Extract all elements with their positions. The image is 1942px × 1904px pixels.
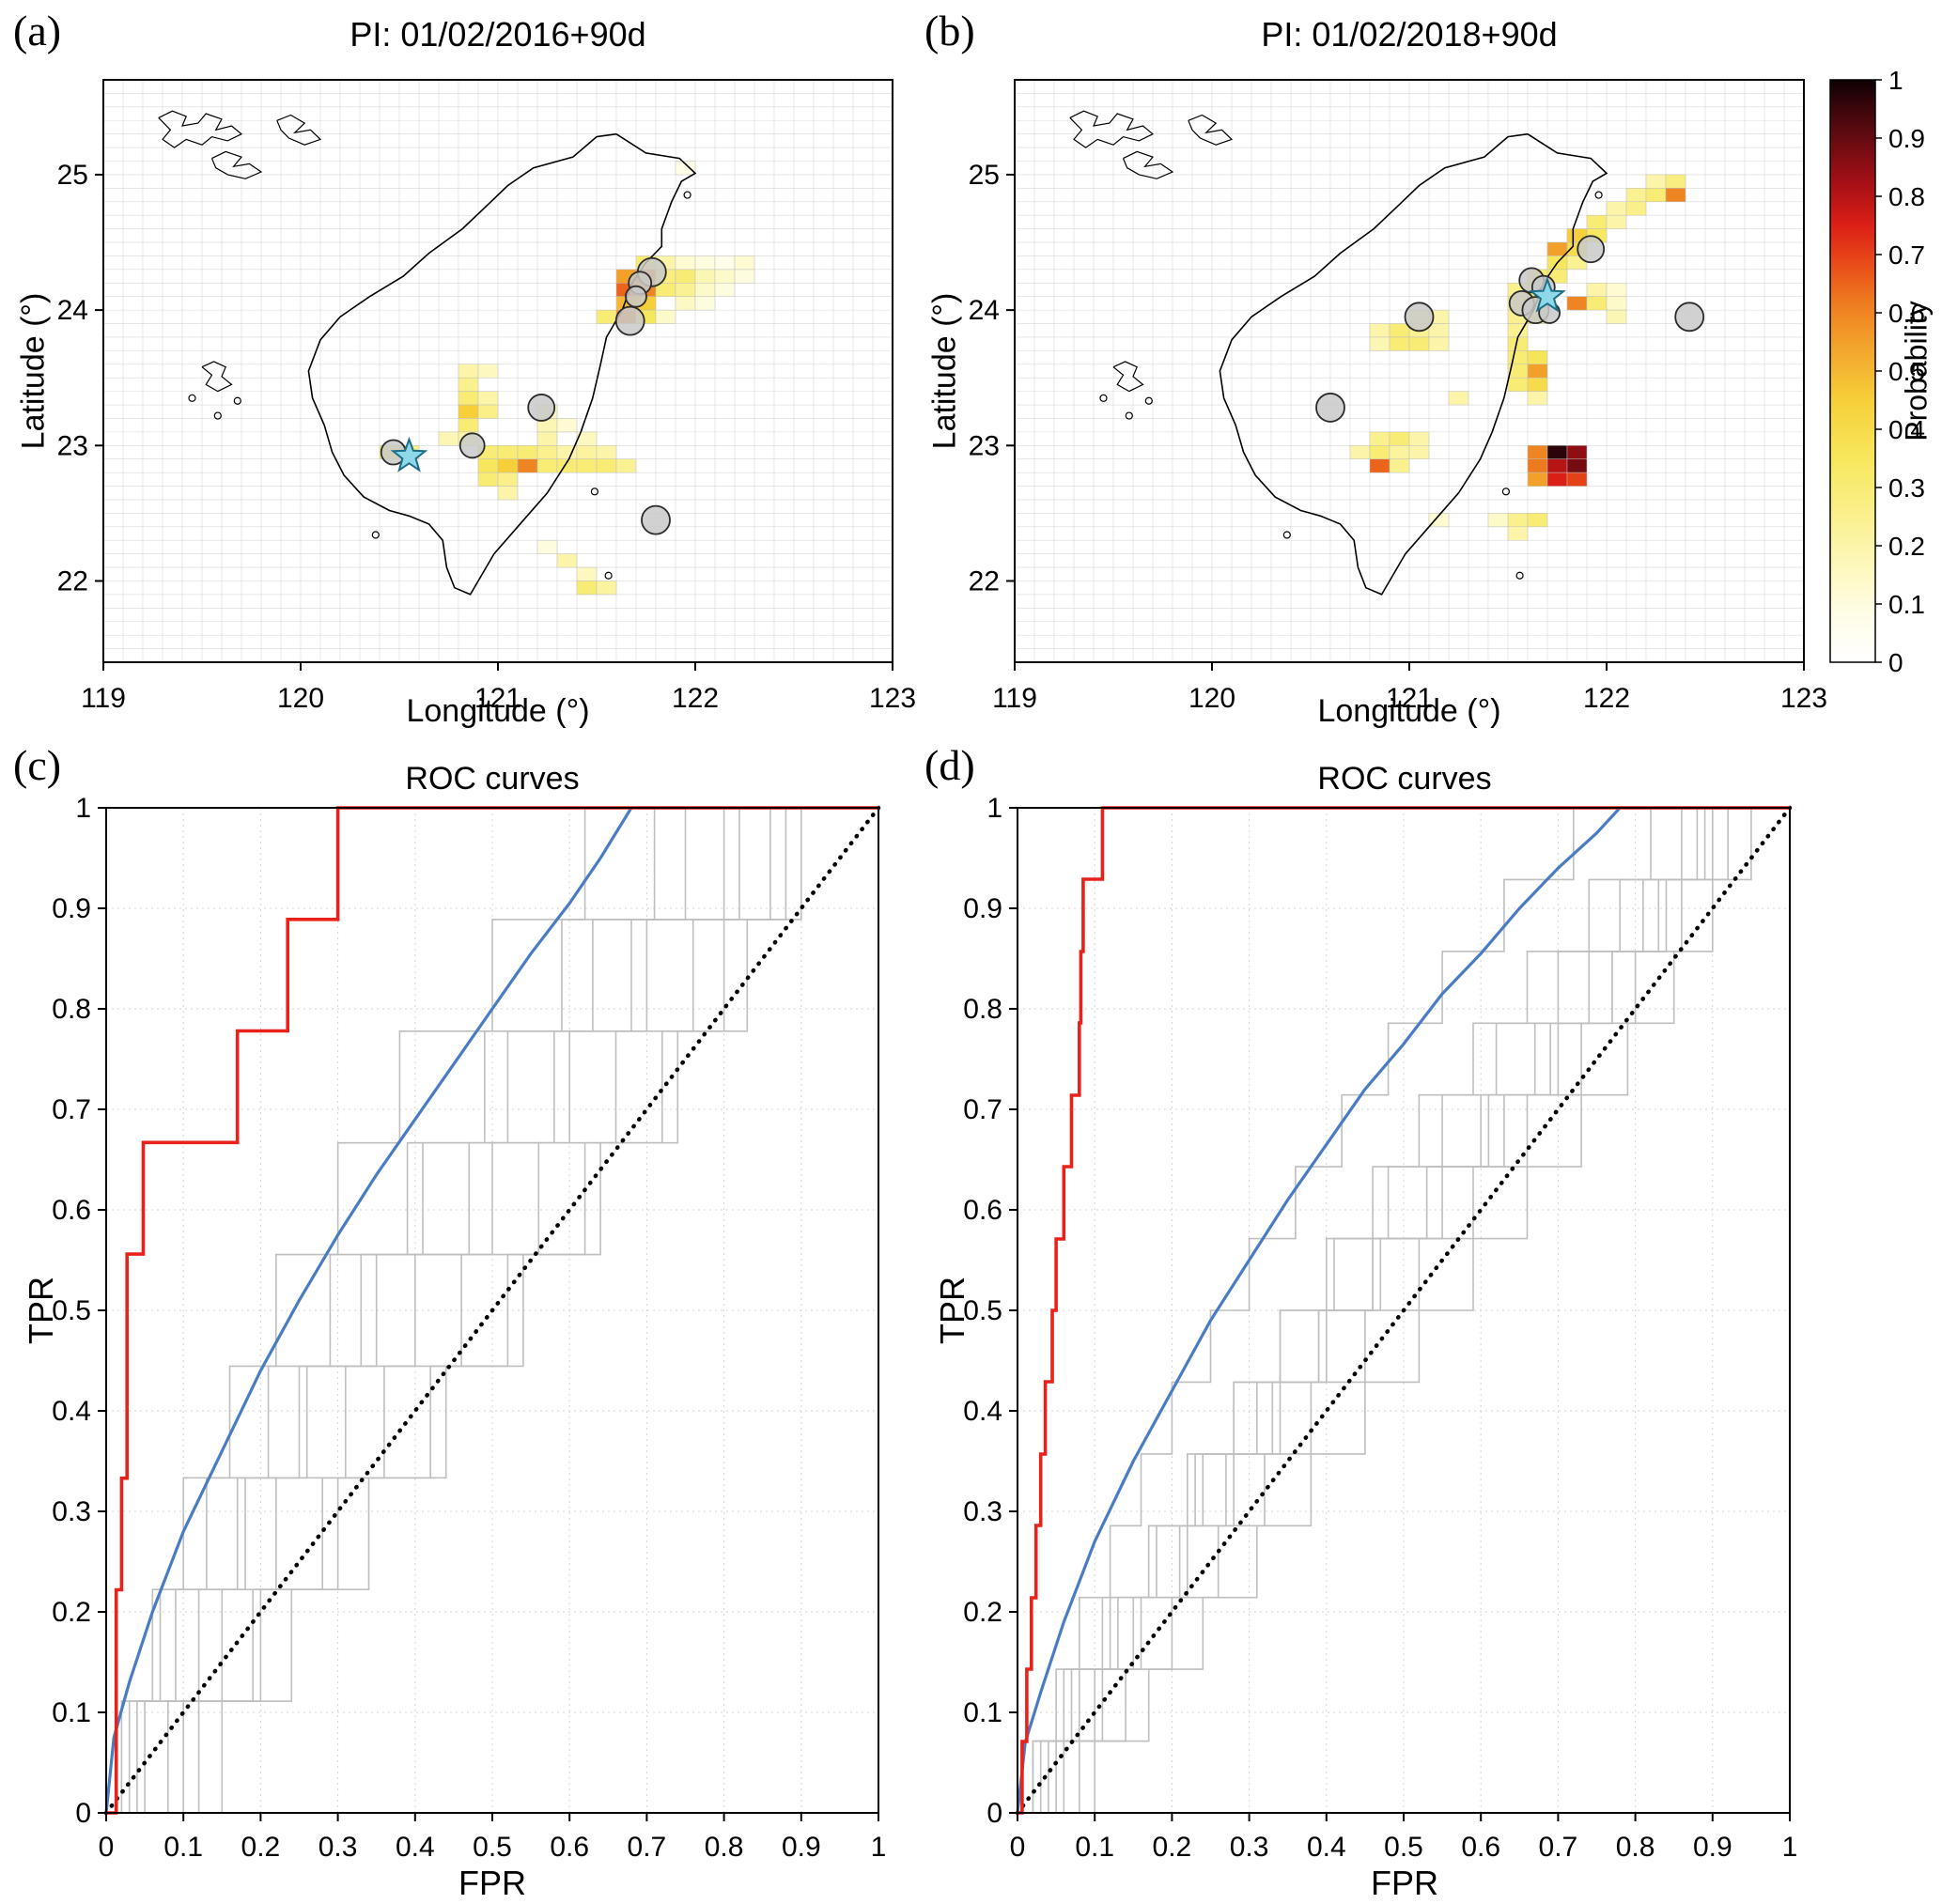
svg-text:0.8: 0.8 [963,994,1002,1025]
svg-text:0.1: 0.1 [163,1832,203,1860]
svg-text:120: 120 [1189,683,1235,714]
svg-text:0.5: 0.5 [1384,1832,1423,1860]
colorbar: 0 0.1 0.2 0.3 0.4 0.5 0.6 0.7 0.8 0.9 1 [1829,66,1925,677]
svg-text:0.2: 0.2 [1153,1832,1192,1860]
roc-c-ylabel: TPR [22,1277,60,1344]
svg-text:0: 0 [1888,648,1903,677]
svg-text:0.5: 0.5 [52,1295,91,1326]
svg-text:0.2: 0.2 [52,1597,91,1628]
svg-text:0.7: 0.7 [1888,240,1925,270]
svg-text:0.3: 0.3 [1230,1832,1269,1860]
map-b-title: PI: 01/02/2018+90d [1261,15,1558,54]
svg-text:122: 122 [1583,683,1630,714]
svg-text:0.8: 0.8 [1616,1832,1655,1860]
svg-text:22: 22 [969,565,1000,596]
svg-text:121: 121 [474,683,521,714]
svg-text:0.2: 0.2 [241,1832,281,1860]
svg-text:0.3: 0.3 [963,1496,1002,1527]
roc-c-title: ROC curves [405,761,580,797]
svg-text:0.3: 0.3 [318,1832,358,1860]
svg-text:25: 25 [969,160,1000,191]
colorbar-label: Probability [1899,301,1934,441]
svg-text:0.7: 0.7 [628,1832,667,1860]
map-a-plot: 119 120 121 122 123 22 23 24 25 [57,79,916,714]
roc-c-plot: 00 0.1 0.1 0.2 0.2 0.3 0.3 0.4 0.4 0.5 0.5 0.6 0.6 0.… [52,793,887,1860]
panel-c-letter: (c) [13,741,62,789]
roc-d-ylabel: TPR [933,1277,971,1344]
svg-text:0: 0 [987,1798,1002,1829]
svg-text:0.6: 0.6 [1888,299,1925,328]
svg-text:0: 0 [1010,1832,1026,1860]
map-a-ylabel: Latitude (°) [15,292,52,450]
svg-text:1: 1 [1782,1832,1798,1860]
svg-text:0.1: 0.1 [1888,590,1925,619]
svg-text:0.3: 0.3 [52,1496,91,1527]
svg-text:22: 22 [57,565,88,596]
svg-text:0.4: 0.4 [963,1396,1002,1427]
svg-text:0.7: 0.7 [963,1094,1002,1125]
svg-text:1: 1 [75,793,91,824]
svg-text:24: 24 [57,295,88,326]
roc-c-xlabel: FPR [458,1864,526,1902]
svg-text:0.4: 0.4 [1888,415,1925,444]
svg-text:0.9: 0.9 [963,893,1002,924]
svg-text:0.9: 0.9 [782,1832,821,1860]
svg-text:0.8: 0.8 [52,994,91,1025]
svg-text:0: 0 [99,1832,115,1860]
svg-text:24: 24 [969,295,1000,326]
svg-text:123: 123 [1780,683,1827,714]
map-b-ylabel: Latitude (°) [926,292,963,450]
svg-text:0.6: 0.6 [52,1195,91,1226]
svg-text:0.5: 0.5 [473,1832,512,1860]
svg-text:0.9: 0.9 [1693,1832,1732,1860]
svg-text:0.6: 0.6 [963,1195,1002,1226]
svg-text:0.9: 0.9 [52,893,91,924]
svg-text:0.8: 0.8 [705,1832,744,1860]
svg-text:0.4: 0.4 [1307,1832,1346,1860]
svg-text:0.7: 0.7 [1539,1832,1578,1860]
svg-text:122: 122 [672,683,719,714]
svg-text:0.5: 0.5 [963,1295,1002,1326]
svg-text:0.6: 0.6 [1461,1832,1500,1860]
map-b-xlabel: Longitude (°) [1317,693,1501,729]
panel-b-letter: (b) [924,7,975,54]
svg-text:0: 0 [75,1798,91,1829]
roc-d-title: ROC curves [1317,761,1492,797]
svg-text:23: 23 [969,430,1000,461]
svg-text:1: 1 [987,793,1002,824]
svg-text:1: 1 [1888,66,1903,95]
svg-text:0.8: 0.8 [1888,182,1925,211]
svg-text:25: 25 [57,160,88,191]
svg-text:119: 119 [992,683,1037,714]
svg-text:0.1: 0.1 [52,1697,91,1728]
svg-text:0.5: 0.5 [1888,357,1925,386]
svg-text:0.3: 0.3 [1888,473,1925,503]
svg-text:0.9: 0.9 [1888,124,1925,153]
roc-d-xlabel: FPR [1371,1864,1438,1902]
map-a-xlabel: Longitude (°) [406,693,590,729]
svg-text:123: 123 [869,683,916,714]
panel-d-letter: (d) [924,741,975,789]
svg-text:0.7: 0.7 [52,1094,91,1125]
svg-text:0.2: 0.2 [963,1597,1002,1628]
svg-text:120: 120 [277,683,324,714]
svg-text:121: 121 [1386,683,1433,714]
svg-text:0.4: 0.4 [52,1396,91,1427]
roc-d-plot: 00 0.1 0.1 0.2 0.2 0.3 0.3 0.4 0.4 0.5 0.5 0.6 0.6 0.… [963,793,1798,1860]
svg-text:23: 23 [57,430,88,461]
panel-a-letter: (a) [13,7,62,54]
svg-text:1: 1 [871,1832,887,1860]
svg-text:119: 119 [81,683,126,714]
svg-text:0.2: 0.2 [1888,532,1925,561]
svg-text:0.6: 0.6 [550,1832,589,1860]
svg-text:0.4: 0.4 [396,1832,435,1860]
svg-text:0.1: 0.1 [963,1697,1002,1728]
map-b-plot: 119 120 121 122 123 22 23 24 25 [969,79,1827,714]
map-a-title: PI: 01/02/2016+90d [350,15,646,54]
svg-text:0.1: 0.1 [1075,1832,1114,1860]
